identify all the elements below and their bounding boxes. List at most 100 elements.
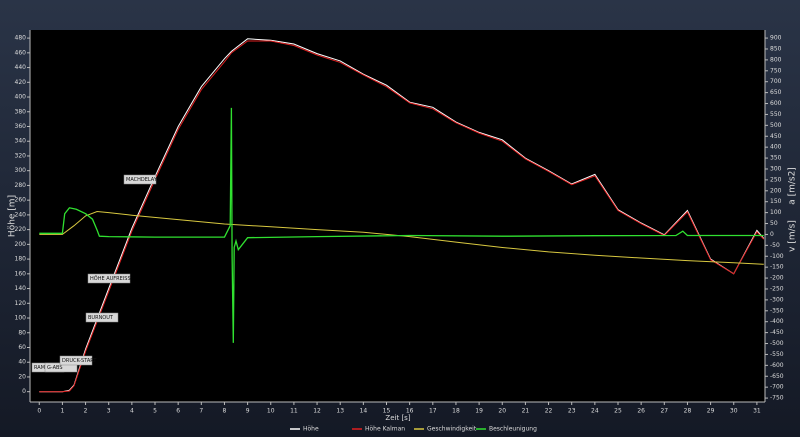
y2-tick-label: -300 [770,296,784,303]
y-tick-label: 340 [15,138,27,145]
x-tick-label: 15 [383,408,391,415]
x-tick-label: 25 [614,408,622,415]
x-tick-label: 19 [475,408,483,415]
y-tick-label: 420 [15,79,27,86]
y-tick-label: 60 [18,344,26,351]
y2-tick-label: -650 [770,373,784,380]
x-tick-label: 21 [522,408,530,415]
y-tick-label: 0 [22,388,26,395]
y-tick-label: 460 [15,49,27,56]
annotation-label: DRUCK-START [62,358,97,364]
y2-tick-label: -50 [770,242,780,249]
y2-tick-label: -500 [770,340,784,347]
x-tick-label: 5 [153,408,157,415]
series-line [39,40,765,393]
x-tick-label: 4 [130,408,134,415]
y2-tick-label: 400 [770,144,782,151]
y-tick-label: 140 [15,285,27,292]
x-tick-label: 12 [313,408,321,415]
y2-tick-label: 450 [770,133,782,140]
x-tick-label: 3 [107,408,111,415]
y2-tick-label: 150 [770,198,782,205]
y-tick-label: 240 [15,211,27,218]
y2-tick-label: -450 [770,329,784,336]
y-tick-label: 100 [15,315,27,322]
x-tick-label: 14 [360,408,368,415]
x-tick-label: 29 [707,408,715,415]
x-tick-label: 20 [498,408,506,415]
y2-tick-label: 250 [770,176,782,183]
y2-tick-label: 550 [770,111,782,118]
x-tick-label: 17 [429,408,437,415]
y2-tick-label: -150 [770,264,784,271]
y2-tick-label: 100 [770,209,782,216]
x-tick-label: 18 [452,408,460,415]
y-tick-label: 160 [15,270,27,277]
legend-label: Höhe Kalman [365,426,405,433]
y-tick-label: 380 [15,108,27,115]
x-tick-label: 30 [730,408,738,415]
x-tick-label: 11 [290,408,298,415]
y2-tick-label: -250 [770,285,784,292]
x-tick-label: 22 [545,408,553,415]
annotation-label: MACHDELAY [126,177,158,183]
annotation-box [87,273,131,284]
x-tick-label: 26 [637,408,645,415]
y-tick-label: 40 [18,359,26,366]
y2-tick-label: 300 [770,165,782,172]
legend-label: Beschleunigung [489,426,537,433]
y-tick-label: 180 [15,256,27,263]
y2-tick-label: 850 [770,45,782,52]
x-axis-title: Zeit [s] [385,414,410,422]
x-tick-label: 7 [199,408,203,415]
x-tick-label: 6 [176,408,180,415]
x-tick-label: 9 [246,408,250,415]
y2-tick-label: 750 [770,67,782,74]
x-tick-label: 27 [660,408,668,415]
x-tick-label: 13 [336,408,344,415]
annotation-box [85,312,119,323]
series-line [39,38,765,393]
y2-tick-label: 200 [770,187,782,194]
y-axis-title: Höhe [m] [8,195,18,237]
x-tick-label: 31 [753,408,761,415]
y-tick-label: 20 [18,373,26,380]
series-line [39,210,764,265]
y2-tick-label: -400 [770,318,784,325]
y2-tick-label: 600 [770,100,782,107]
y-tick-label: 80 [18,329,26,336]
x-tick-label: 1 [60,408,64,415]
y-tick-label: 300 [15,167,27,174]
annotation-box [59,355,93,366]
y-tick-label: 280 [15,182,27,189]
y2-tick-label: 350 [770,155,782,162]
y-tick-label: 120 [15,300,27,307]
y-tick-label: 480 [15,35,27,42]
x-tick-label: 24 [591,408,599,415]
y2-axis-title: a [m/s2] [788,167,798,205]
x-tick-label: 0 [37,408,41,415]
x-tick-label: 2 [84,408,88,415]
y2-tick-label: 900 [770,35,782,42]
y-tick-label: 260 [15,197,27,204]
annotation-label: G-ABS [47,365,63,371]
annotation-box [123,174,157,185]
y2-tick-label: -550 [770,351,784,358]
y2-tick-label: 800 [770,56,782,63]
y2-tick-label: -350 [770,307,784,314]
y2-tick-label: -700 [770,384,784,391]
y-tick-label: 400 [15,94,27,101]
y-tick-label: 360 [15,123,27,130]
y2-tick-label: 50 [770,220,778,227]
annotation-label: BURNOUT [88,315,114,321]
y2-axis-title: v [m/s] [788,220,798,252]
annotation-label: RAMP [34,365,48,371]
y2-tick-label: -100 [770,253,784,260]
y2-tick-label: -200 [770,275,784,282]
legend-label: Geschwindigkeit [427,426,477,433]
x-tick-label: 23 [568,408,576,415]
y2-tick-label: -750 [770,395,784,402]
x-tick-label: 10 [267,408,275,415]
